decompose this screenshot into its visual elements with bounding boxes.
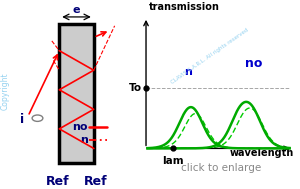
Text: i: i: [20, 113, 25, 125]
Text: e: e: [73, 5, 80, 15]
Text: no: no: [245, 57, 262, 70]
Text: n: n: [80, 135, 88, 145]
Text: Ref: Ref: [46, 175, 70, 188]
Text: CLAVIS S.A.R.L. All rights reserved: CLAVIS S.A.R.L. All rights reserved: [171, 27, 250, 85]
Text: transmission: transmission: [149, 2, 220, 12]
Text: click to enlarge: click to enlarge: [181, 163, 261, 173]
Text: n: n: [184, 67, 192, 77]
Text: Ref: Ref: [83, 175, 107, 188]
Text: wavelength: wavelength: [230, 148, 294, 158]
Text: To: To: [128, 83, 142, 93]
Text: Copyright: Copyright: [1, 73, 10, 110]
Bar: [59, 24, 94, 163]
Text: lam: lam: [162, 156, 184, 166]
Text: no: no: [72, 122, 88, 132]
